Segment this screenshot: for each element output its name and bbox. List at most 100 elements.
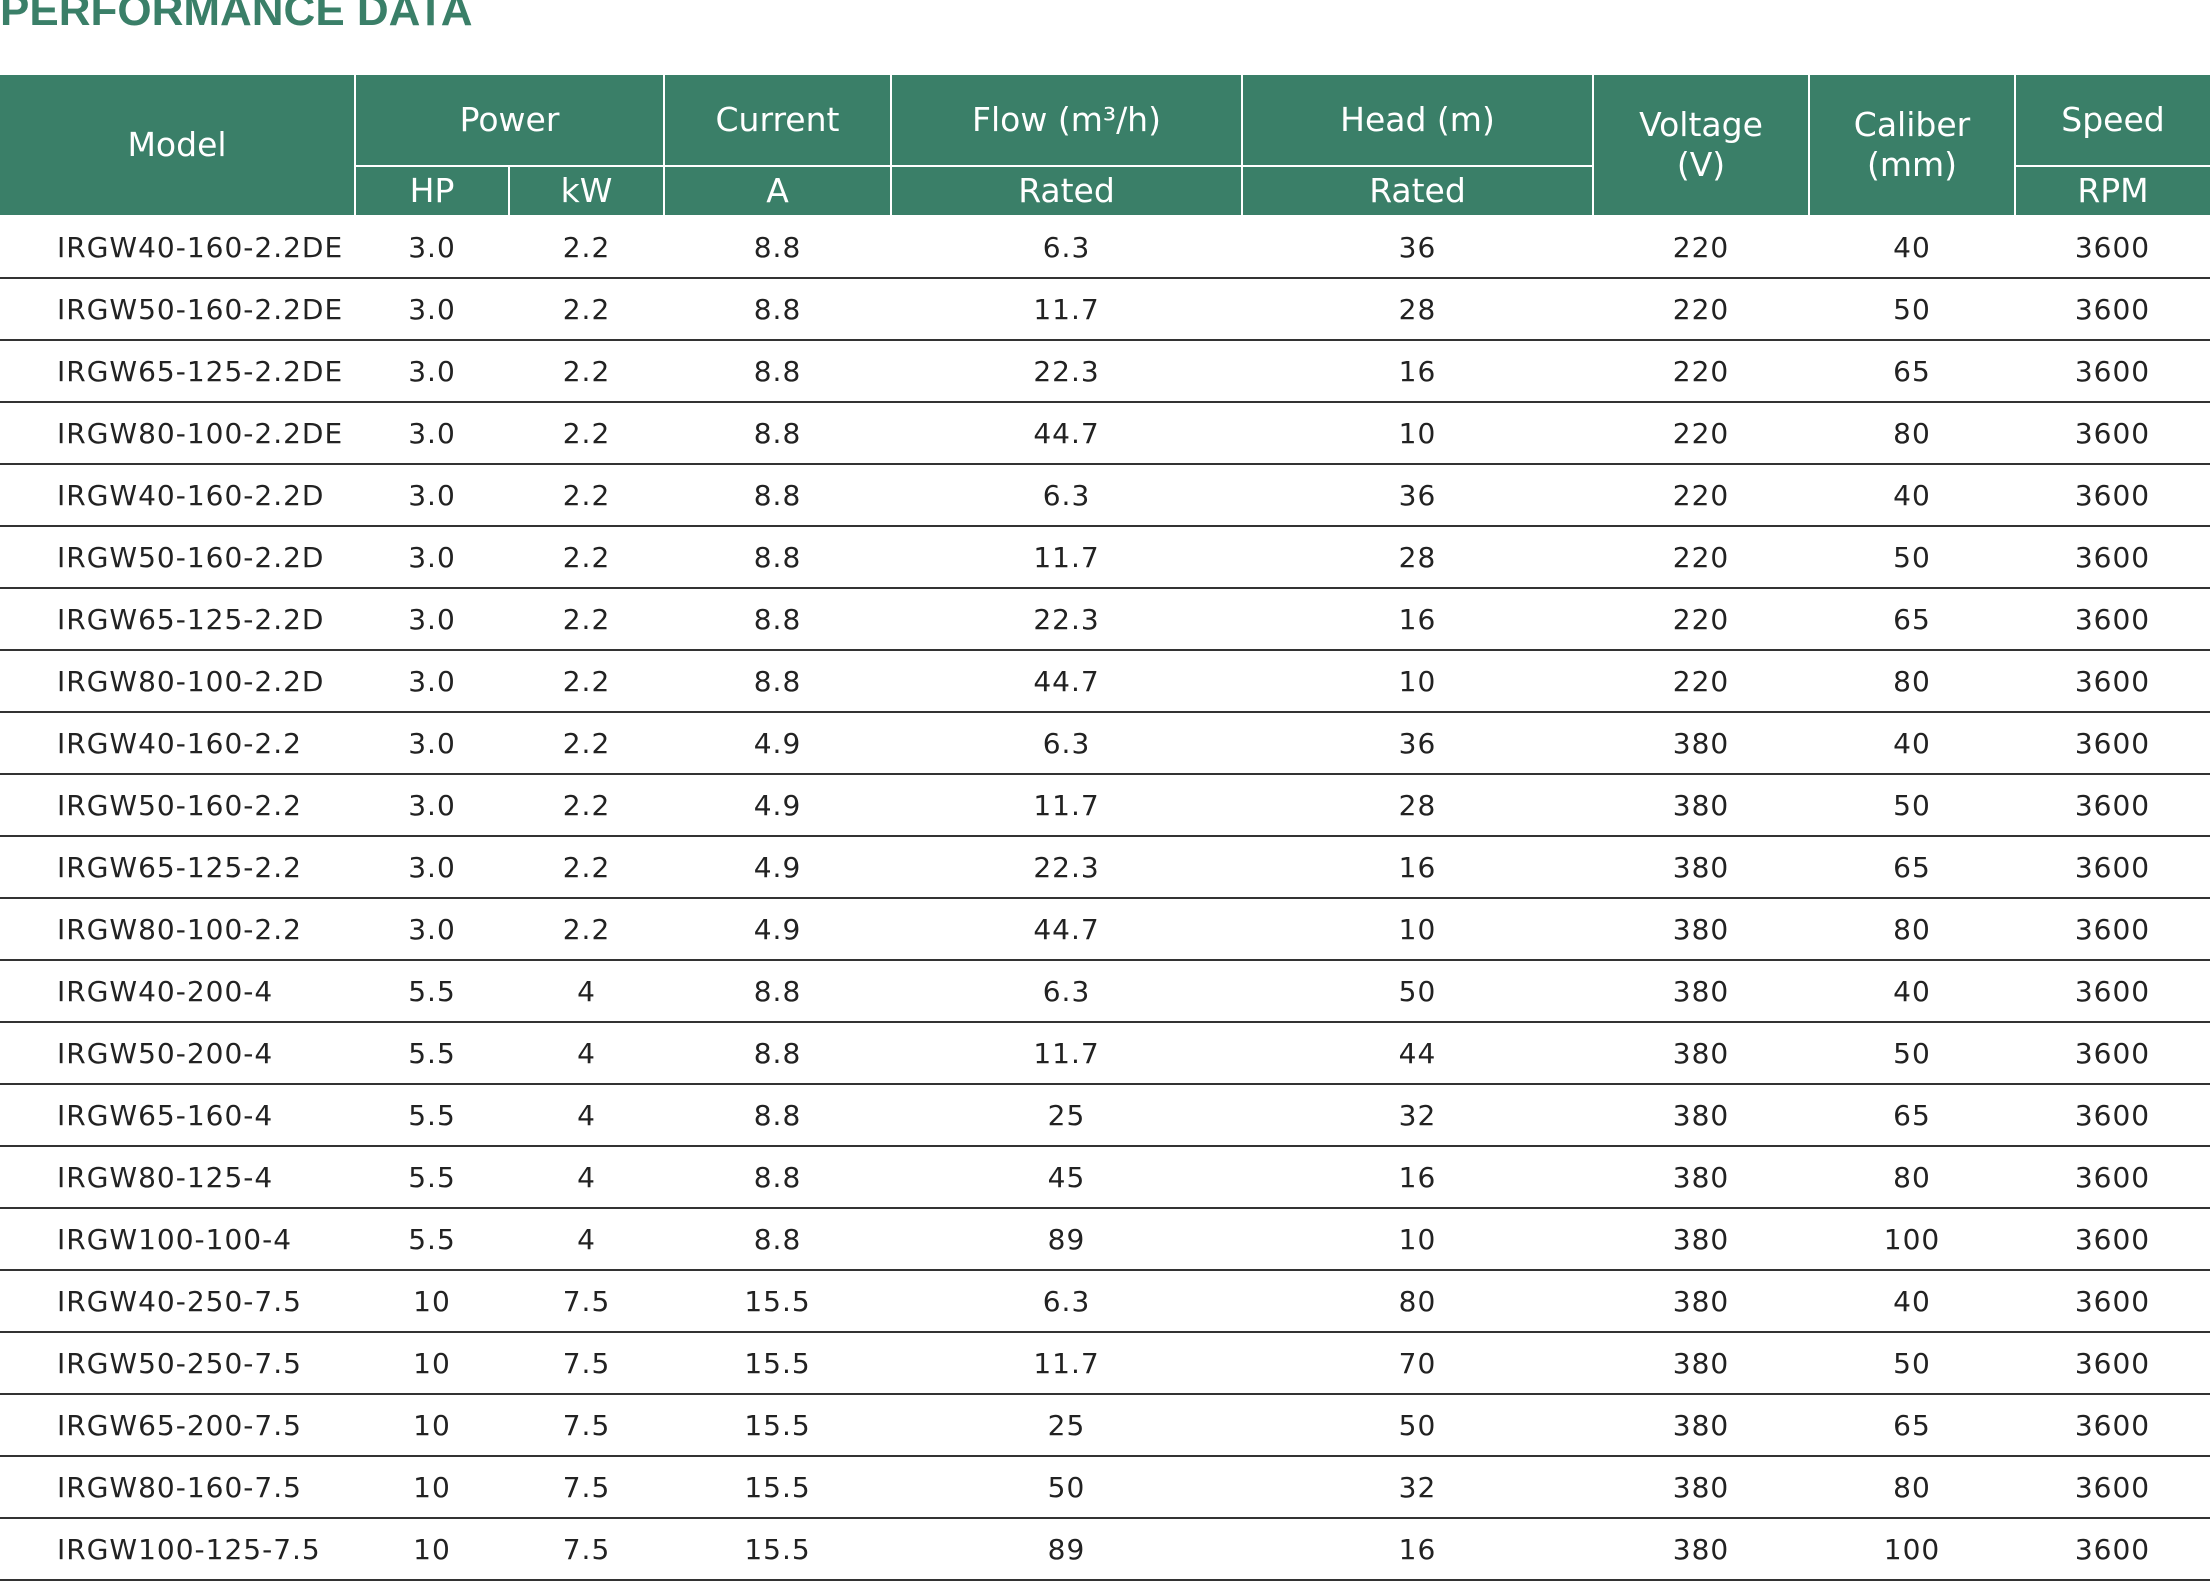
value-cell: 4 (509, 960, 664, 1023)
value-cell: 16 (1242, 340, 1593, 403)
value-cell: 380 (1593, 898, 1809, 961)
header-cell: Model (0, 75, 356, 217)
value-cell: 50 (891, 1456, 1242, 1519)
value-cell: 4.9 (664, 712, 891, 775)
value-cell: 3600 (2015, 216, 2210, 279)
model-cell: IRGW65-160-4 (0, 1084, 355, 1147)
header-cell: Flow (m³/h) (890, 75, 1243, 167)
model-cell: IRGW50-160-2.2DE (0, 278, 355, 341)
value-cell: 40 (1809, 712, 2015, 775)
value-cell: 50 (1809, 1332, 2015, 1395)
value-cell: 28 (1242, 278, 1593, 341)
value-cell: 8.8 (664, 960, 891, 1023)
header-cell: Caliber (mm) (1808, 75, 2016, 217)
value-cell: 65 (1809, 588, 2015, 651)
value-cell: 80 (1809, 650, 2015, 713)
model-cell: IRGW40-160-2.2D (0, 464, 355, 527)
model-cell: IRGW65-125-2.2 (0, 836, 355, 899)
value-cell: 3600 (2015, 1394, 2210, 1457)
value-cell: 6.3 (891, 216, 1242, 279)
value-cell: 3600 (2015, 836, 2210, 899)
value-cell: 100 (1809, 1208, 2015, 1271)
header-text: (mm) (1866, 145, 1958, 184)
table-row: IRGW100-100-4 5.5 4 8.8 89 10 380 100 3600 (0, 1208, 2210, 1271)
value-cell: 6.3 (891, 960, 1242, 1023)
value-cell: 44 (1242, 1022, 1593, 1085)
value-cell: 4 (509, 1022, 664, 1085)
value-cell: 380 (1593, 1332, 1809, 1395)
value-cell: 65 (1809, 1394, 2015, 1457)
value-cell: 380 (1593, 774, 1809, 837)
value-cell: 220 (1593, 216, 1809, 279)
value-cell: 3600 (2015, 402, 2210, 465)
value-cell: 3.0 (355, 402, 509, 465)
table-row: IRGW80-160-7.5 10 7.5 15.5 50 32 380 80 3600 (0, 1456, 2210, 1519)
value-cell: 10 (355, 1332, 509, 1395)
table-row: IRGW50-160-2.2 3.0 2.2 4.9 11.7 28 380 50 3600 (0, 774, 2210, 837)
value-cell: 16 (1242, 1518, 1593, 1581)
value-cell: 3.0 (355, 464, 509, 527)
model-cell: IRGW80-100-2.2DE (0, 402, 355, 465)
value-cell: 8.8 (664, 1208, 891, 1271)
value-cell: 40 (1809, 464, 2015, 527)
value-cell: 16 (1242, 1146, 1593, 1209)
value-cell: 8.8 (664, 650, 891, 713)
value-cell: 22.3 (891, 836, 1242, 899)
model-cell: IRGW80-125-4 (0, 1146, 355, 1209)
model-cell: IRGW80-100-2.2D (0, 650, 355, 713)
model-cell: IRGW65-125-2.2DE (0, 340, 355, 403)
value-cell: 380 (1593, 1022, 1809, 1085)
table-row: IRGW40-200-4 5.5 4 8.8 6.3 50 380 40 3600 (0, 960, 2210, 1023)
value-cell: 8.8 (664, 464, 891, 527)
value-cell: 3600 (2015, 712, 2210, 775)
value-cell: 380 (1593, 1518, 1809, 1581)
header-text: Voltage (1639, 105, 1763, 145)
value-cell: 80 (1809, 898, 2015, 961)
header-cell: HP (355, 166, 510, 217)
table-row: IRGW80-125-4 5.5 4 8.8 45 16 380 80 3600 (0, 1146, 2210, 1209)
value-cell: 40 (1809, 960, 2015, 1023)
value-cell: 8.8 (664, 1022, 891, 1085)
value-cell: 80 (1809, 1456, 2015, 1519)
model-cell: IRGW100-100-4 (0, 1208, 355, 1271)
value-cell: 220 (1593, 650, 1809, 713)
value-cell: 100 (1809, 1518, 2015, 1581)
value-cell: 10 (355, 1394, 509, 1457)
value-cell: 28 (1242, 774, 1593, 837)
value-cell: 8.8 (664, 526, 891, 589)
value-cell: 220 (1593, 340, 1809, 403)
value-cell: 15.5 (664, 1332, 891, 1395)
header-cell: Power (354, 75, 665, 167)
value-cell: 10 (355, 1270, 509, 1333)
value-cell: 3.0 (355, 712, 509, 775)
table-row: IRGW50-250-7.5 10 7.5 15.5 11.7 70 380 50 3600 (0, 1332, 2210, 1395)
value-cell: 50 (1809, 278, 2015, 341)
value-cell: 10 (1242, 898, 1593, 961)
value-cell: 15.5 (664, 1394, 891, 1457)
value-cell: 3.0 (355, 898, 509, 961)
value-cell: 25 (891, 1394, 1242, 1457)
value-cell: 15.5 (664, 1456, 891, 1519)
table-row: IRGW40-160-2.2 3.0 2.2 4.9 6.3 36 380 40 3600 (0, 712, 2210, 775)
value-cell: 8.8 (664, 1084, 891, 1147)
value-cell: 2.2 (509, 216, 664, 279)
value-cell: 8.8 (664, 402, 891, 465)
value-cell: 4.9 (664, 898, 891, 961)
value-cell: 32 (1242, 1084, 1593, 1147)
value-cell: 220 (1593, 402, 1809, 465)
value-cell: 50 (1242, 960, 1593, 1023)
header-cell: A (663, 166, 892, 217)
table-row: IRGW40-160-2.2D 3.0 2.2 8.8 6.3 36 220 40 3600 (0, 464, 2210, 527)
value-cell: 11.7 (891, 278, 1242, 341)
value-cell: 3600 (2015, 1022, 2210, 1085)
value-cell: 380 (1593, 1084, 1809, 1147)
value-cell: 11.7 (891, 526, 1242, 589)
value-cell: 3.0 (355, 836, 509, 899)
table-row: IRGW50-160-2.2DE 3.0 2.2 8.8 11.7 28 220 50 3600 (0, 278, 2210, 341)
header-cell: Speed (2014, 75, 2210, 167)
value-cell: 2.2 (509, 898, 664, 961)
value-cell: 5.5 (355, 1146, 509, 1209)
value-cell: 3600 (2015, 774, 2210, 837)
value-cell: 220 (1593, 588, 1809, 651)
value-cell: 80 (1809, 402, 2015, 465)
